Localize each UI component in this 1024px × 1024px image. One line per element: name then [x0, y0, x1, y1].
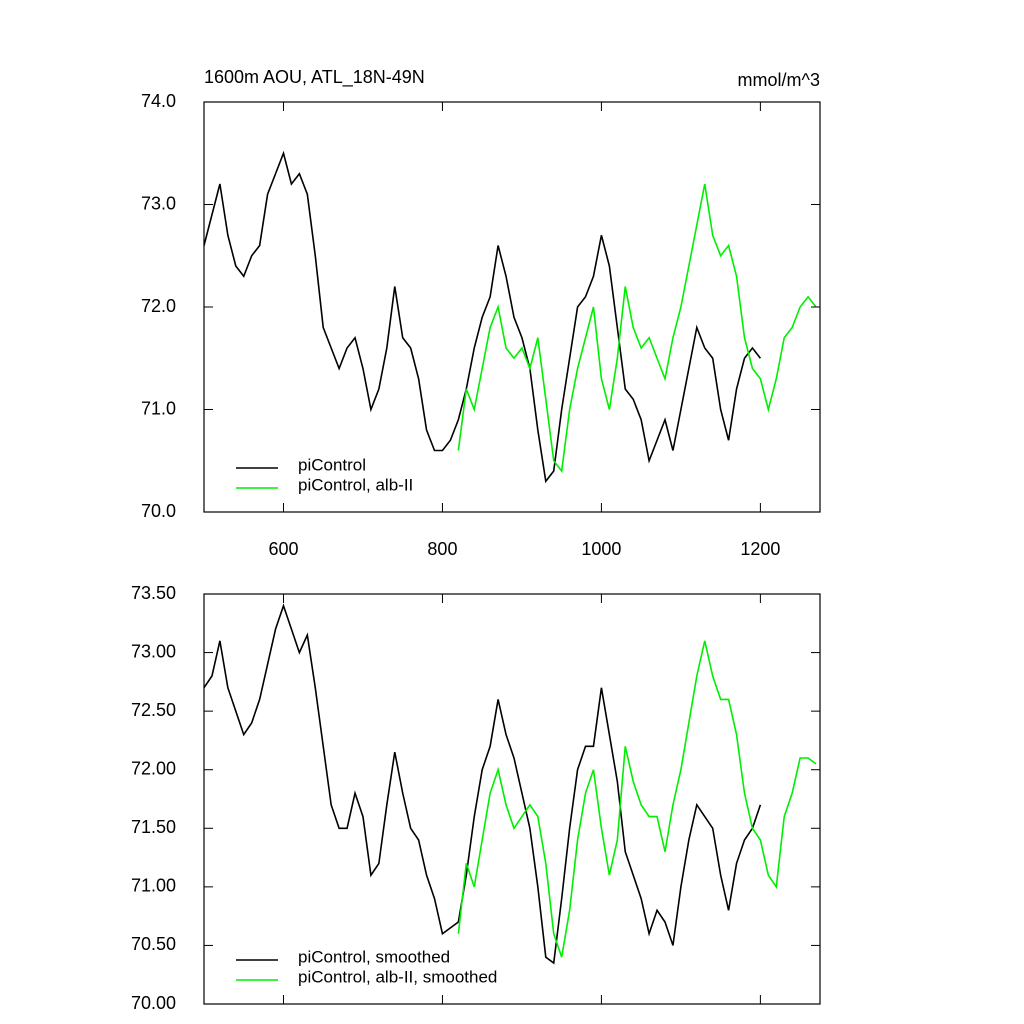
series-line: [457, 183, 817, 474]
y-tick-label: 71.0: [141, 398, 176, 418]
x-tick-label: 1000: [581, 539, 621, 559]
chart-title: 1600m AOU, ATL_18N-49N: [204, 67, 425, 88]
legend-label: piControl, alb-II, smoothed: [298, 967, 497, 986]
y-tick-label: 73.00: [131, 641, 176, 661]
y-tick-label: 71.50: [131, 817, 176, 837]
legend-label: piControl: [298, 455, 366, 474]
y-tick-label: 70.0: [141, 501, 176, 521]
series-line: [203, 150, 762, 484]
y-tick-label: 72.0: [141, 296, 176, 316]
y-tick-label: 72.00: [131, 758, 176, 778]
x-tick-label: 1200: [740, 539, 780, 559]
plot-frame: [203, 593, 821, 1005]
y-tick-label: 74.0: [141, 91, 176, 111]
y-tick-label: 71.00: [131, 876, 176, 896]
y-tick-label: 73.50: [131, 583, 176, 603]
x-tick-label: 800: [427, 539, 457, 559]
series-line: [457, 640, 817, 958]
units-label: mmol/m^3: [738, 70, 820, 90]
legend-label: piControl, alb-II: [298, 475, 413, 494]
legend-label: piControl, smoothed: [298, 947, 450, 966]
y-tick-label: 72.50: [131, 700, 176, 720]
y-tick-label: 70.50: [131, 934, 176, 954]
x-tick-label: 600: [268, 539, 298, 559]
y-tick-label: 70.00: [131, 993, 176, 1013]
y-tick-label: 73.0: [141, 193, 176, 213]
series-line: [203, 603, 762, 965]
